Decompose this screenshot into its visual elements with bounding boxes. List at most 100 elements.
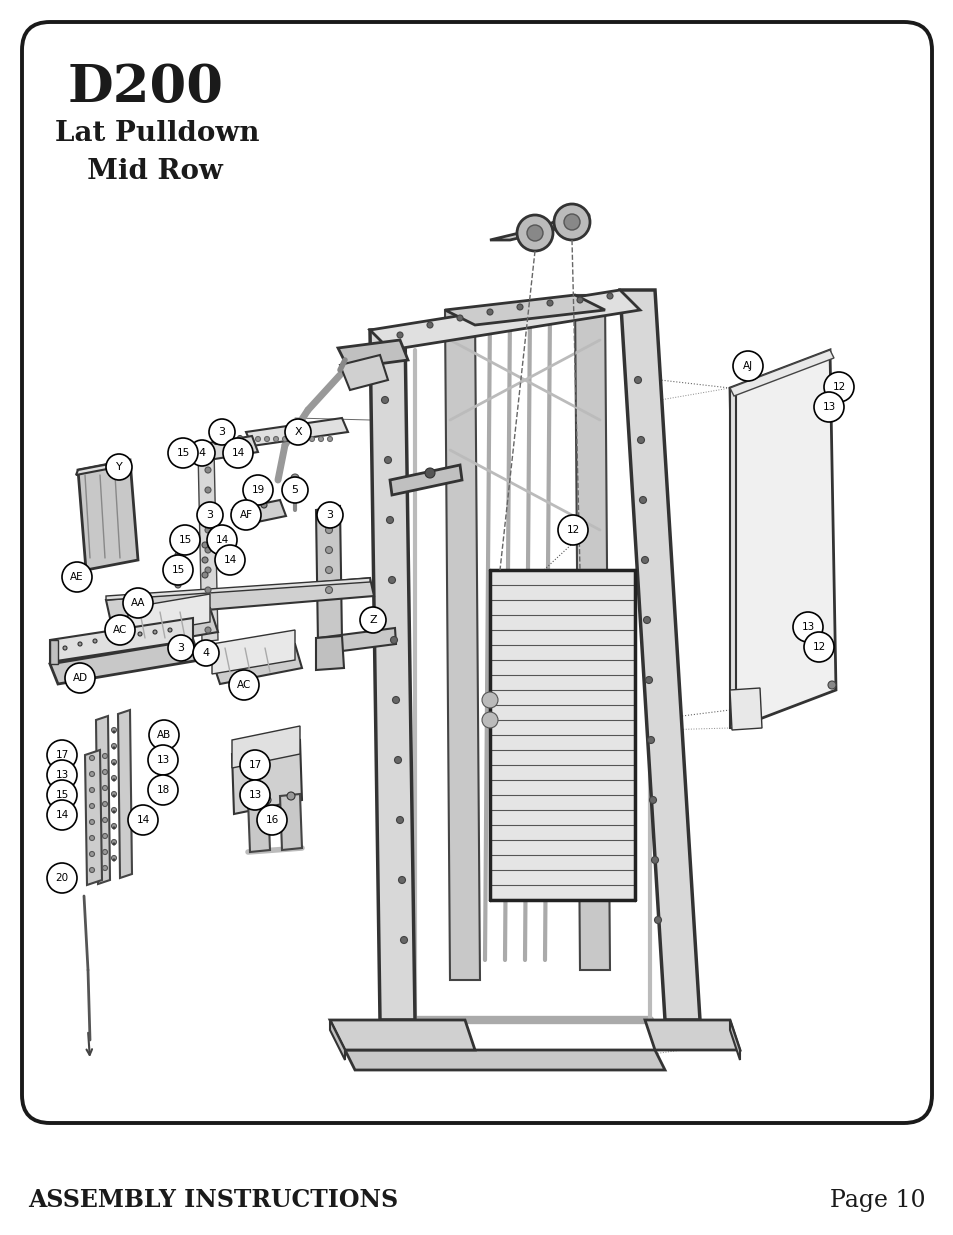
Circle shape: [209, 419, 234, 445]
Circle shape: [205, 487, 211, 493]
Circle shape: [174, 567, 181, 573]
Circle shape: [214, 545, 245, 576]
Circle shape: [424, 468, 435, 478]
Circle shape: [105, 615, 135, 645]
Circle shape: [90, 788, 94, 793]
Circle shape: [170, 525, 200, 555]
Polygon shape: [232, 500, 286, 526]
Circle shape: [205, 508, 211, 513]
Text: AC: AC: [112, 625, 127, 635]
Circle shape: [388, 577, 395, 583]
Text: Y: Y: [115, 462, 122, 472]
FancyBboxPatch shape: [22, 22, 931, 1123]
Polygon shape: [315, 506, 341, 643]
Text: 12: 12: [566, 525, 579, 535]
Polygon shape: [246, 417, 348, 446]
Circle shape: [205, 587, 211, 593]
Circle shape: [643, 616, 650, 624]
Circle shape: [168, 635, 193, 661]
Circle shape: [563, 214, 579, 230]
Circle shape: [732, 351, 762, 382]
Circle shape: [78, 642, 82, 646]
Text: 14: 14: [215, 535, 229, 545]
Text: 13: 13: [801, 622, 814, 632]
Polygon shape: [76, 459, 130, 475]
Polygon shape: [232, 726, 299, 768]
Circle shape: [400, 936, 407, 944]
Circle shape: [205, 627, 211, 634]
Circle shape: [282, 477, 308, 503]
Text: 17: 17: [248, 760, 261, 769]
Circle shape: [102, 785, 108, 790]
Text: AE: AE: [71, 572, 84, 582]
Circle shape: [148, 776, 178, 805]
Circle shape: [207, 525, 236, 555]
Circle shape: [152, 630, 157, 634]
Circle shape: [325, 567, 333, 573]
Circle shape: [285, 419, 311, 445]
Text: 19: 19: [251, 485, 264, 495]
Polygon shape: [106, 578, 374, 618]
Circle shape: [223, 438, 253, 468]
Text: AD: AD: [72, 673, 88, 683]
Circle shape: [90, 820, 94, 825]
Circle shape: [264, 436, 269, 441]
Circle shape: [255, 436, 260, 441]
Circle shape: [65, 663, 95, 693]
Polygon shape: [339, 354, 388, 390]
Circle shape: [123, 634, 127, 638]
Circle shape: [102, 818, 108, 823]
Polygon shape: [729, 1020, 740, 1060]
Polygon shape: [729, 350, 833, 396]
Polygon shape: [729, 388, 735, 727]
Circle shape: [309, 436, 314, 441]
Circle shape: [827, 391, 835, 399]
Circle shape: [390, 636, 397, 643]
Text: 18: 18: [156, 785, 170, 795]
Circle shape: [792, 613, 822, 642]
Circle shape: [112, 760, 116, 764]
Polygon shape: [248, 798, 270, 852]
Polygon shape: [345, 1050, 664, 1070]
Text: 13: 13: [55, 769, 69, 781]
Polygon shape: [644, 1020, 740, 1050]
Circle shape: [325, 526, 333, 534]
Circle shape: [639, 496, 646, 504]
Polygon shape: [490, 571, 635, 900]
Text: 14: 14: [136, 815, 150, 825]
Circle shape: [189, 440, 214, 466]
Circle shape: [128, 805, 158, 835]
Text: 12: 12: [832, 382, 844, 391]
Circle shape: [112, 795, 115, 797]
Polygon shape: [317, 629, 395, 655]
Text: 5: 5: [292, 485, 298, 495]
Polygon shape: [619, 290, 700, 1020]
Circle shape: [205, 567, 211, 573]
Circle shape: [106, 454, 132, 480]
Polygon shape: [337, 340, 408, 368]
Text: 16: 16: [265, 815, 278, 825]
Circle shape: [112, 827, 115, 829]
Text: 13: 13: [156, 755, 170, 764]
Circle shape: [316, 501, 343, 529]
Circle shape: [102, 802, 108, 806]
Circle shape: [112, 856, 116, 861]
Circle shape: [90, 867, 94, 872]
Polygon shape: [729, 350, 835, 727]
Polygon shape: [50, 618, 193, 662]
Circle shape: [202, 572, 208, 578]
Polygon shape: [370, 330, 415, 1020]
Circle shape: [395, 757, 401, 763]
Circle shape: [481, 713, 497, 727]
Circle shape: [102, 834, 108, 839]
Circle shape: [254, 484, 263, 492]
Circle shape: [606, 293, 613, 299]
Text: 14: 14: [55, 810, 69, 820]
Circle shape: [90, 851, 94, 857]
Circle shape: [318, 436, 323, 441]
Circle shape: [112, 747, 115, 748]
Polygon shape: [128, 608, 218, 646]
Circle shape: [526, 225, 542, 241]
Text: AC: AC: [236, 680, 251, 690]
Circle shape: [396, 816, 403, 824]
